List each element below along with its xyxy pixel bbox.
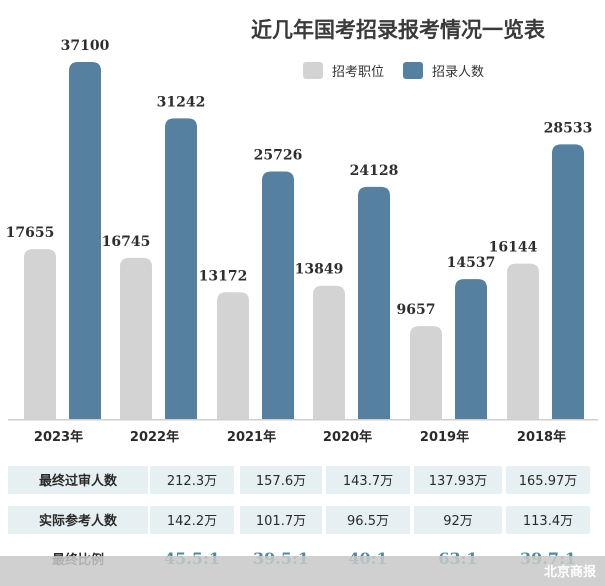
footer-band [0, 556, 605, 586]
table-cell: 143.7万 [343, 474, 393, 489]
bar-positions-2021年 [217, 292, 249, 419]
table-cell-bg [150, 466, 234, 494]
x-axis-labels: 2023年 2022年 2021年 2020年 2019年 2018年 [34, 429, 566, 445]
table-cell-bg [240, 506, 322, 534]
table-row-label: 最终过审人数 [39, 473, 118, 489]
x-axis-label-2023年: 2023年 [34, 429, 83, 445]
value-label-positions-2021年: 13172 [199, 268, 248, 284]
legend-label-recruits: 招录人数 [432, 65, 484, 80]
value-label-recruits-2023年: 37100 [61, 38, 110, 54]
bar-recruits-2023年 [69, 62, 101, 419]
value-label-recruits-2018年: 28533 [544, 120, 593, 136]
table-label-cell-bg [8, 506, 148, 534]
table-cell: 113.4万 [523, 514, 573, 529]
table-row-label: 实际参考人数 [39, 513, 118, 529]
x-axis-label-2021年: 2021年 [227, 429, 276, 445]
table-cell: 212.3万 [167, 474, 217, 489]
bar-positions-2019年 [410, 326, 442, 419]
table-cell-bg [240, 466, 322, 494]
baseline [8, 419, 598, 421]
x-axis-label-2020年: 2020年 [323, 429, 372, 445]
bar-positions-2020年 [313, 285, 345, 419]
value-label-positions-2022年: 16745 [102, 234, 151, 250]
value-label-recruits-2021年: 25726 [254, 147, 303, 163]
bar-recruits-2020年 [358, 186, 390, 419]
table-cell: 92万 [443, 514, 473, 529]
table-cell-bg [506, 466, 590, 494]
value-label-recruits-2020年: 24128 [350, 163, 399, 179]
value-label-positions-2020年: 13849 [295, 262, 344, 278]
bar-positions-2023年 [24, 249, 56, 419]
table-cell-bg [326, 506, 410, 534]
x-axis-label-2022年: 2022年 [130, 429, 179, 445]
table-cell: 137.93万 [429, 474, 488, 489]
value-label-recruits-2022年: 31242 [157, 94, 206, 110]
value-label-positions-2019年: 9657 [397, 302, 436, 318]
table-label-cell-bg [8, 466, 148, 494]
value-label-positions-2023年: 17655 [6, 225, 55, 241]
bar-positions-2018年 [507, 263, 539, 419]
value-label-positions-2018年: 16144 [489, 240, 538, 256]
watermark-text: 北京商报 [544, 564, 597, 580]
table-cell: 142.2万 [167, 514, 217, 529]
legend-label-positions: 招考职位 [332, 65, 384, 80]
chart-title: 近几年国考招录报考情况一览表 [251, 17, 546, 42]
x-axis-label-2019年: 2019年 [420, 429, 469, 445]
value-labels: 17655 37100 16745 31242 13172 25726 13849 24128… [6, 38, 593, 318]
bar-recruits-2022年 [165, 118, 197, 419]
x-axis-label-2018年: 2018年 [517, 429, 566, 445]
table-cell: 157.6万 [256, 474, 306, 489]
legend: 招考职位 招录人数 [303, 62, 484, 80]
table-cell-bg [506, 506, 590, 534]
bar-group [24, 62, 584, 419]
table-cell: 101.7万 [256, 514, 306, 529]
table-cell: 96.5万 [347, 514, 389, 529]
table-cell-bg [326, 466, 410, 494]
table-cell-bg [414, 506, 502, 534]
bar-positions-2022年 [120, 257, 152, 419]
value-label-recruits-2019年: 14537 [447, 255, 496, 271]
bar-recruits-2021年 [262, 171, 294, 419]
legend-swatch-recruits [403, 62, 423, 79]
table-cell: 165.97万 [519, 474, 578, 489]
legend-swatch-positions [303, 62, 323, 79]
bar-recruits-2018年 [552, 144, 584, 419]
table-cell-bg [414, 466, 502, 494]
bar-recruits-2019年 [455, 279, 487, 419]
table-cell-bg [150, 506, 234, 534]
stats-table: 最终过审人数 212.3万 157.6万 143.7万 137.93万 165.97万实际… [8, 466, 590, 568]
